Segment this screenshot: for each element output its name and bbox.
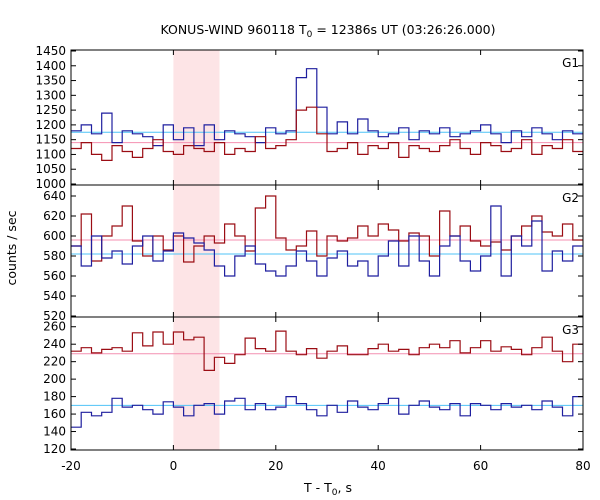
panel-label: G2 (562, 191, 579, 205)
x-axis-label: T - T0, s (303, 480, 352, 498)
y-tick-label: 520 (43, 309, 66, 323)
y-tick-label: 1000 (35, 177, 66, 191)
y-tick-label: 1400 (35, 59, 66, 73)
y-tick-label: 640 (43, 189, 66, 203)
y-tick-label: 1450 (35, 44, 66, 58)
x-tick-label: 40 (371, 459, 386, 473)
plot-layer: 1000105011001150120012501300135014001450… (35, 44, 590, 473)
x-tick-label: -20 (61, 459, 81, 473)
series-line-high_series (71, 106, 583, 161)
y-tick-label: 1250 (35, 103, 66, 117)
y-tick-label: 180 (43, 390, 66, 404)
y-tick-label: 620 (43, 209, 66, 223)
x-tick-label: 0 (170, 459, 178, 473)
y-tick-label: 220 (43, 355, 66, 369)
y-tick-label: 1150 (35, 133, 66, 147)
panel-frame (70, 316, 584, 451)
y-tick-label: 600 (43, 229, 66, 243)
y-tick-label: 240 (43, 337, 66, 351)
x-tick-label: 20 (268, 459, 283, 473)
panel-g3: 120 140 160 180 200 220 240 260 G3 (43, 316, 584, 456)
panel-label: G1 (562, 56, 579, 70)
panel-g2: 520 540 560 580 600 620 640 G2 (43, 184, 584, 323)
series-line-high_series (71, 195, 583, 263)
series-line-low_series (71, 68, 583, 147)
y-tick-label: 1350 (35, 74, 66, 88)
y-tick-label: 580 (43, 249, 66, 263)
x-tick-label: 80 (575, 459, 590, 473)
y-tick-label: 1100 (35, 147, 66, 161)
series-line-low_series (71, 396, 583, 428)
x-tick-label: 60 (473, 459, 488, 473)
panel-label: G3 (562, 323, 579, 337)
chart-title: KONUS-WIND 960118 T0 = 12386s UT (03:26:… (160, 22, 495, 40)
y-tick-label: 260 (43, 320, 66, 334)
y-tick-label: 160 (43, 407, 66, 421)
y-tick-label: 1050 (35, 162, 66, 176)
y-tick-label: 1300 (35, 88, 66, 102)
y-tick-label: 540 (43, 289, 66, 303)
y-tick-label: 560 (43, 269, 66, 283)
y-tick-label: 200 (43, 372, 66, 386)
y-tick-label: 120 (43, 442, 66, 456)
panel-g1: 1000105011001150120012501300135014001450… (35, 44, 584, 191)
y-tick-label: 1200 (35, 118, 66, 132)
series-line-high_series (71, 330, 583, 371)
y-axis-label: counts / sec (4, 210, 19, 285)
y-tick-label: 140 (43, 425, 66, 439)
series-line-low_series (71, 205, 583, 277)
